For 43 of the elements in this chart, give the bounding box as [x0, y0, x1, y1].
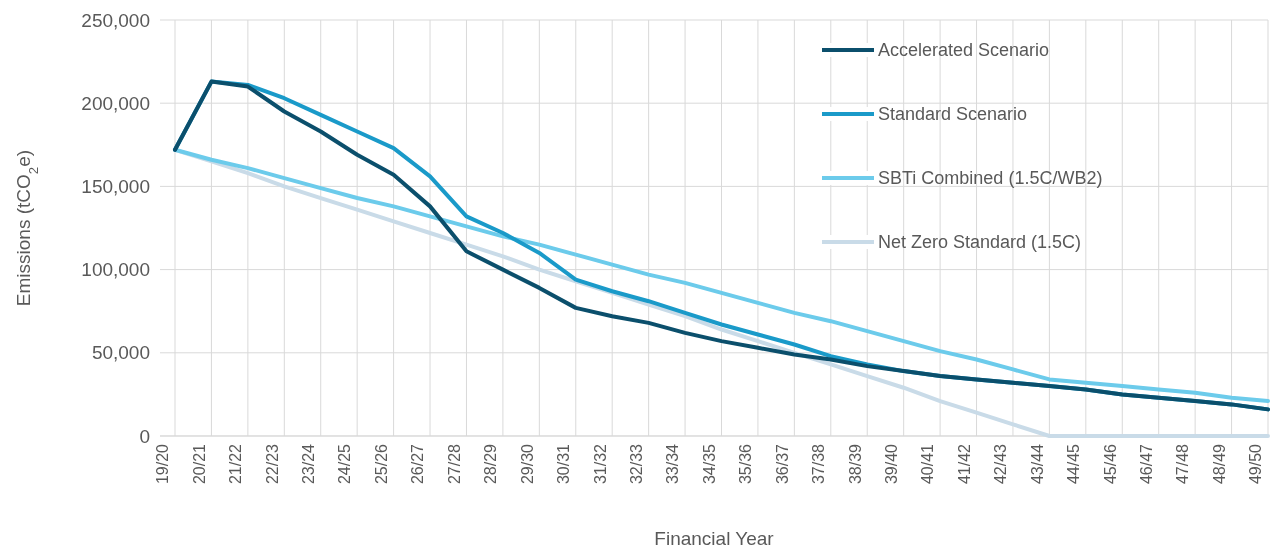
x-tick-label: 39/40: [882, 443, 900, 485]
x-tick-label: 27/28: [445, 443, 463, 485]
x-tick-label: 28/29: [482, 443, 500, 485]
x-tick-label: 36/37: [773, 443, 791, 485]
x-tick-label: 35/36: [737, 443, 755, 485]
y-tick-label: 200,000: [81, 92, 150, 114]
y-tick-label: 50,000: [91, 342, 150, 364]
x-tick-label: 31/32: [591, 443, 609, 485]
x-tick-label: 33/34: [664, 443, 682, 485]
line-series: [173, 79, 1270, 412]
x-tick-label: 29/30: [518, 443, 536, 485]
x-tick-label: 22/23: [263, 443, 281, 485]
y-tick-label: 250,000: [81, 9, 150, 31]
x-tick-label: 30/31: [555, 443, 573, 485]
x-tick-label: 23/24: [300, 443, 318, 485]
y-tick-label: 150,000: [81, 175, 150, 197]
x-tick-label: 25/26: [372, 443, 390, 485]
legend-label: Standard Scenario: [878, 104, 1028, 125]
x-tick-label: 26/27: [409, 443, 427, 485]
x-tick-label: 19/20: [154, 443, 172, 485]
legend-label: SBTi Combined (1.5C/WB2): [878, 168, 1103, 189]
x-tick-label: 34/35: [700, 443, 718, 485]
x-tick-label: 43/44: [1028, 443, 1046, 485]
x-tick-label: 38/39: [846, 443, 864, 485]
x-tick-label: 44/45: [1065, 443, 1083, 485]
x-tick-label: 20/21: [190, 443, 208, 485]
x-tick-label: 24/25: [336, 443, 354, 485]
legend-label: Net Zero Standard (1.5C): [878, 232, 1082, 253]
x-tick-label: 40/41: [919, 443, 937, 485]
x-tick-label: 47/48: [1174, 443, 1192, 485]
x-tick-label: 32/33: [627, 443, 645, 485]
y-tick-label: 100,000: [81, 259, 150, 281]
x-tick-label: 49/50: [1247, 443, 1265, 485]
y-tick-label: 0: [139, 425, 150, 447]
x-axis-title: Financial Year: [654, 528, 775, 549]
legend-label: Accelerated Scenario: [878, 40, 1050, 61]
x-tick-label: 42/43: [992, 443, 1010, 485]
x-tick-label: 37/38: [810, 443, 828, 485]
x-tick-label: 46/47: [1138, 443, 1155, 485]
x-tick-label: 21/22: [227, 443, 245, 485]
x-tick-label: 41/42: [955, 443, 973, 485]
x-tick-label: 48/49: [1210, 443, 1228, 485]
x-tick-label: 45/46: [1101, 443, 1119, 485]
